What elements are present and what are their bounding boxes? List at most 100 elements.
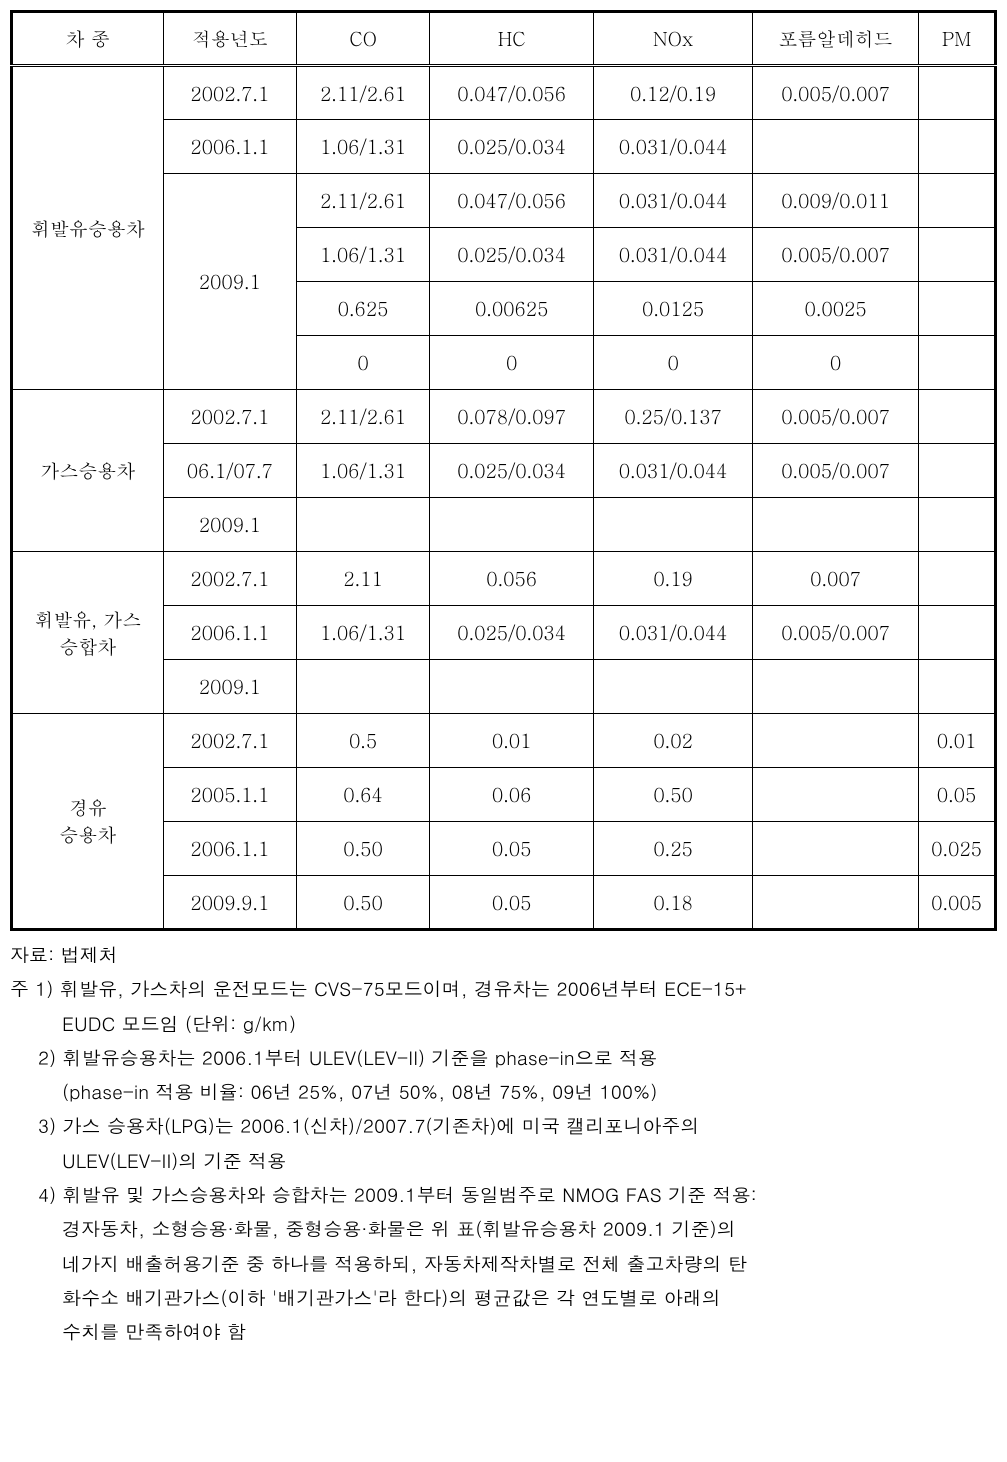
cell-hc: 0.078/0.097 — [430, 390, 594, 444]
cell-formal: 0.005/0.007 — [753, 228, 919, 282]
cell-year: 2009.9.1 — [163, 876, 296, 930]
header-year: 적용년도 — [163, 12, 296, 66]
cell-formal: 0.005/0.007 — [753, 444, 919, 498]
cell-nox: 0.18 — [594, 876, 753, 930]
cell-co: 2.11/2.61 — [296, 66, 429, 120]
cell-year: 2002.7.1 — [163, 390, 296, 444]
cell-hc: 0.025/0.034 — [430, 606, 594, 660]
cell-pm — [919, 390, 996, 444]
cell-nox: 0.25 — [594, 822, 753, 876]
cell-vehicle-type: 휘발유승용차 — [12, 66, 164, 390]
cell-nox: 0.031/0.044 — [594, 120, 753, 174]
cell-year: 2002.7.1 — [163, 714, 296, 768]
header-formaldehyde: 포름알데히드 — [753, 12, 919, 66]
cell-hc: 0 — [430, 336, 594, 390]
cell-hc: 0.047/0.056 — [430, 174, 594, 228]
cell-formal: 0.005/0.007 — [753, 66, 919, 120]
cell-hc: 0.025/0.034 — [430, 120, 594, 174]
note-item: 화수소 배기관가스(이하 '배기관가스'라 한다)의 평균값은 각 연도별로 아… — [10, 1282, 997, 1314]
table-header-row: 차 종 적용년도 CO HC NOx 포름알데히드 PM — [12, 12, 996, 66]
cell-pm — [919, 336, 996, 390]
cell-year: 06.1/07.7 — [163, 444, 296, 498]
cell-formal — [753, 768, 919, 822]
cell-formal: 0.009/0.011 — [753, 174, 919, 228]
note-item: 2) 휘발유승용차는 2006.1부터 ULEV(LEV-II) 기준을 pha… — [10, 1042, 997, 1074]
cell-nox: 0.031/0.044 — [594, 444, 753, 498]
table-row: 경유승용차 2002.7.1 0.5 0.01 0.02 0.01 — [12, 714, 996, 768]
emissions-table: 차 종 적용년도 CO HC NOx 포름알데히드 PM 휘발유승용차 2002… — [10, 10, 997, 931]
cell-co: 1.06/1.31 — [296, 120, 429, 174]
cell-pm — [919, 282, 996, 336]
table-row: 가스승용차 2002.7.1 2.11/2.61 0.078/0.097 0.2… — [12, 390, 996, 444]
cell-hc: 0.056 — [430, 552, 594, 606]
cell-year: 2009.1 — [163, 498, 296, 552]
table-row: 휘발유, 가스승합차 2002.7.1 2.11 0.056 0.19 0.00… — [12, 552, 996, 606]
cell-pm: 0.025 — [919, 822, 996, 876]
cell-hc: 0.01 — [430, 714, 594, 768]
cell-nox: 0.19 — [594, 552, 753, 606]
note-item: 4) 휘발유 및 가스승용차와 승합차는 2009.1부터 동일범주로 NMOG… — [10, 1179, 997, 1211]
header-vehicle-type: 차 종 — [12, 12, 164, 66]
cell-pm: 0.01 — [919, 714, 996, 768]
note-item: EUDC 모드임 (단위: g/km) — [10, 1008, 997, 1040]
cell-formal: 0.0025 — [753, 282, 919, 336]
cell-pm — [919, 66, 996, 120]
cell-pm — [919, 606, 996, 660]
cell-hc — [430, 498, 594, 552]
cell-nox: 0 — [594, 336, 753, 390]
cell-nox: 0.031/0.044 — [594, 606, 753, 660]
cell-year: 2009.1 — [163, 660, 296, 714]
cell-year: 2002.7.1 — [163, 552, 296, 606]
cell-hc: 0.06 — [430, 768, 594, 822]
cell-formal — [753, 120, 919, 174]
note-item: 경자동차, 소형승용·화물, 중형승용·화물은 위 표(휘발유승용차 2009.… — [10, 1213, 997, 1245]
cell-co: 1.06/1.31 — [296, 444, 429, 498]
note-item: 수치를 만족하여야 함 — [10, 1316, 997, 1348]
cell-nox: 0.0125 — [594, 282, 753, 336]
cell-vehicle-type: 경유승용차 — [12, 714, 164, 930]
cell-formal — [753, 660, 919, 714]
cell-formal — [753, 714, 919, 768]
cell-co: 0.5 — [296, 714, 429, 768]
note-item: (phase-in 적용 비율: 06년 25%, 07년 50%, 08년 7… — [10, 1076, 997, 1108]
note-item: 주 1) 휘발유, 가스차의 운전모드는 CVS-75모드이며, 경유차는 20… — [10, 973, 997, 1005]
cell-formal — [753, 498, 919, 552]
cell-nox: 0.02 — [594, 714, 753, 768]
cell-year: 2009.1 — [163, 174, 296, 390]
cell-co: 0 — [296, 336, 429, 390]
cell-co — [296, 660, 429, 714]
cell-year: 2005.1.1 — [163, 768, 296, 822]
cell-co: 1.06/1.31 — [296, 606, 429, 660]
cell-year: 2002.7.1 — [163, 66, 296, 120]
cell-pm — [919, 444, 996, 498]
note-item: ULEV(LEV-II)의 기준 적용 — [10, 1145, 997, 1177]
header-co: CO — [296, 12, 429, 66]
cell-hc: 0.05 — [430, 876, 594, 930]
cell-co: 0.50 — [296, 876, 429, 930]
header-hc: HC — [430, 12, 594, 66]
cell-nox: 0.50 — [594, 768, 753, 822]
cell-year: 2006.1.1 — [163, 822, 296, 876]
cell-nox: 0.031/0.044 — [594, 174, 753, 228]
cell-vehicle-type: 휘발유, 가스승합차 — [12, 552, 164, 714]
cell-co: 0.64 — [296, 768, 429, 822]
cell-pm: 0.05 — [919, 768, 996, 822]
cell-pm — [919, 552, 996, 606]
cell-nox — [594, 498, 753, 552]
cell-hc: 0.05 — [430, 822, 594, 876]
cell-hc — [430, 660, 594, 714]
note-source: 자료: 법제처 — [10, 939, 997, 971]
notes-section: 자료: 법제처 주 1) 휘발유, 가스차의 운전모드는 CVS-75모드이며,… — [10, 939, 997, 1349]
cell-nox: 0.031/0.044 — [594, 228, 753, 282]
cell-pm — [919, 660, 996, 714]
cell-formal — [753, 876, 919, 930]
cell-formal: 0.005/0.007 — [753, 390, 919, 444]
cell-year: 2006.1.1 — [163, 120, 296, 174]
cell-hc: 0.00625 — [430, 282, 594, 336]
cell-vehicle-type: 가스승용차 — [12, 390, 164, 552]
cell-co: 0.625 — [296, 282, 429, 336]
cell-co: 2.11/2.61 — [296, 390, 429, 444]
table-row: 휘발유승용차 2002.7.1 2.11/2.61 0.047/0.056 0.… — [12, 66, 996, 120]
header-nox: NOx — [594, 12, 753, 66]
cell-hc: 0.025/0.034 — [430, 444, 594, 498]
